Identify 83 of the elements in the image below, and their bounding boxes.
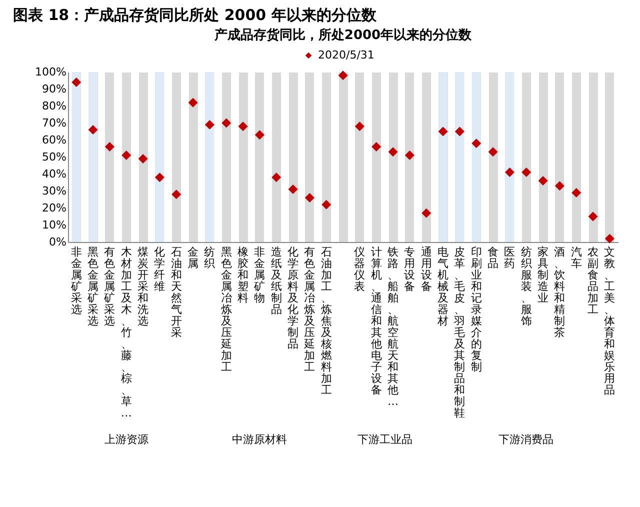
point: [104, 142, 114, 152]
y-tick-label: 30%: [42, 184, 66, 198]
point: [338, 70, 348, 80]
point: [604, 234, 614, 244]
x-tick-label: 专用设备: [404, 246, 416, 293]
point: [554, 181, 564, 191]
x-tick-label: 电气机械及器材: [436, 246, 448, 328]
x-tick-label: 石油和天然气开采: [170, 246, 182, 339]
x-tick-label: 橡胶和塑料: [238, 246, 248, 304]
y-tick-label: 80%: [42, 100, 66, 112]
point: [154, 172, 164, 182]
x-tick-label: 酒、饮料和精制茶: [553, 246, 566, 339]
x-tick-label: 农副食品加工: [588, 246, 598, 316]
y-tick-label: 60%: [42, 134, 66, 146]
x-tick-label: 化学纤维: [154, 246, 166, 293]
x-tick-label: 煤炭开采和洗选: [138, 246, 148, 328]
point: [122, 150, 132, 160]
category-label: 皮革、毛皮、羽毛及其制品和制鞋: [454, 246, 466, 420]
point: [222, 118, 232, 128]
point: [288, 184, 298, 194]
text: 上游资源: [104, 433, 148, 446]
point: [322, 200, 332, 210]
point: [504, 168, 514, 178]
y-tick-label: 20%: [42, 202, 66, 214]
category-label: 计算机、通信和其他电子设备: [370, 246, 382, 396]
point: [538, 176, 548, 186]
category-label: 黑色金属冶炼及压延加工: [220, 246, 232, 374]
x-tick-label: 食品: [488, 246, 498, 270]
point: [572, 188, 582, 198]
point: [88, 125, 98, 135]
y-tick-label: 40%: [42, 168, 66, 180]
x-tick-label: 有色金属矿采选: [103, 246, 116, 328]
x-tick-label: 纺织: [204, 246, 216, 270]
y-tick-label: 100%: [35, 66, 66, 78]
x-tick-label: 汽车: [570, 246, 582, 270]
point: [472, 138, 482, 148]
point: [172, 190, 182, 200]
point: [388, 147, 398, 157]
point: [438, 126, 448, 136]
legend-label: 2020/5/31: [318, 48, 374, 62]
x-tick-label: 黑色金属矿采选: [86, 246, 98, 328]
y-tick-label: 10%: [42, 218, 66, 232]
text: 下游消费品: [498, 433, 554, 446]
point: [422, 208, 432, 218]
point: [138, 154, 148, 164]
y-tick-label: 0%: [49, 236, 66, 248]
chart-title: 图表 18：产成品存货同比所处 2000 年以来的分位数: [13, 6, 378, 24]
point: [188, 98, 198, 108]
point: [588, 212, 598, 222]
x-tick-label: 纺织服装、服饰: [520, 246, 532, 328]
point: [238, 122, 248, 132]
x-tick-label: 非金属矿采选: [70, 246, 82, 316]
category-label: 木材加工及木、竹、藤、棕、草…: [120, 246, 132, 420]
category-label: 化学原料及化学制品: [288, 246, 298, 350]
point: [354, 122, 364, 132]
text: 下游工业品: [357, 433, 412, 446]
category-label: 文教、工美、体育和娱乐用品: [604, 246, 616, 396]
point: [204, 120, 214, 130]
chart-subtitle: 产成品存货同比，所处2000年以来的分位数: [213, 27, 473, 43]
point: [488, 147, 498, 157]
x-tick-label: 医药: [504, 246, 516, 270]
x-tick-label: 家具制造业: [538, 246, 548, 304]
y-tick-label: 70%: [42, 116, 66, 130]
point: [304, 193, 314, 203]
text: 中游原材料: [232, 433, 287, 446]
point: [272, 172, 282, 182]
category-label: 铁路、船舶、航空航天和其他…: [388, 246, 398, 408]
y-tick-label: 90%: [42, 82, 66, 96]
point: [404, 150, 414, 160]
category-label: 印刷业和记录媒介的复制: [470, 246, 482, 374]
y-tick-label: 50%: [42, 150, 66, 164]
category-label: 有色金属冶炼及压延加工: [304, 246, 316, 374]
x-tick-label: 金属: [188, 246, 198, 270]
x-tick-label: 仪器仪表: [354, 246, 366, 293]
category-label: 石油加工、炼焦及核燃料加工: [320, 246, 332, 396]
x-tick-label: 通用设备: [420, 246, 432, 293]
x-tick-label: 造纸及纸制品: [270, 246, 282, 316]
x-tick-label: 非金属矿物: [253, 246, 266, 304]
point: [522, 168, 532, 178]
point: [254, 130, 264, 140]
point: [454, 126, 464, 136]
point: [372, 142, 382, 152]
point: [72, 77, 82, 87]
